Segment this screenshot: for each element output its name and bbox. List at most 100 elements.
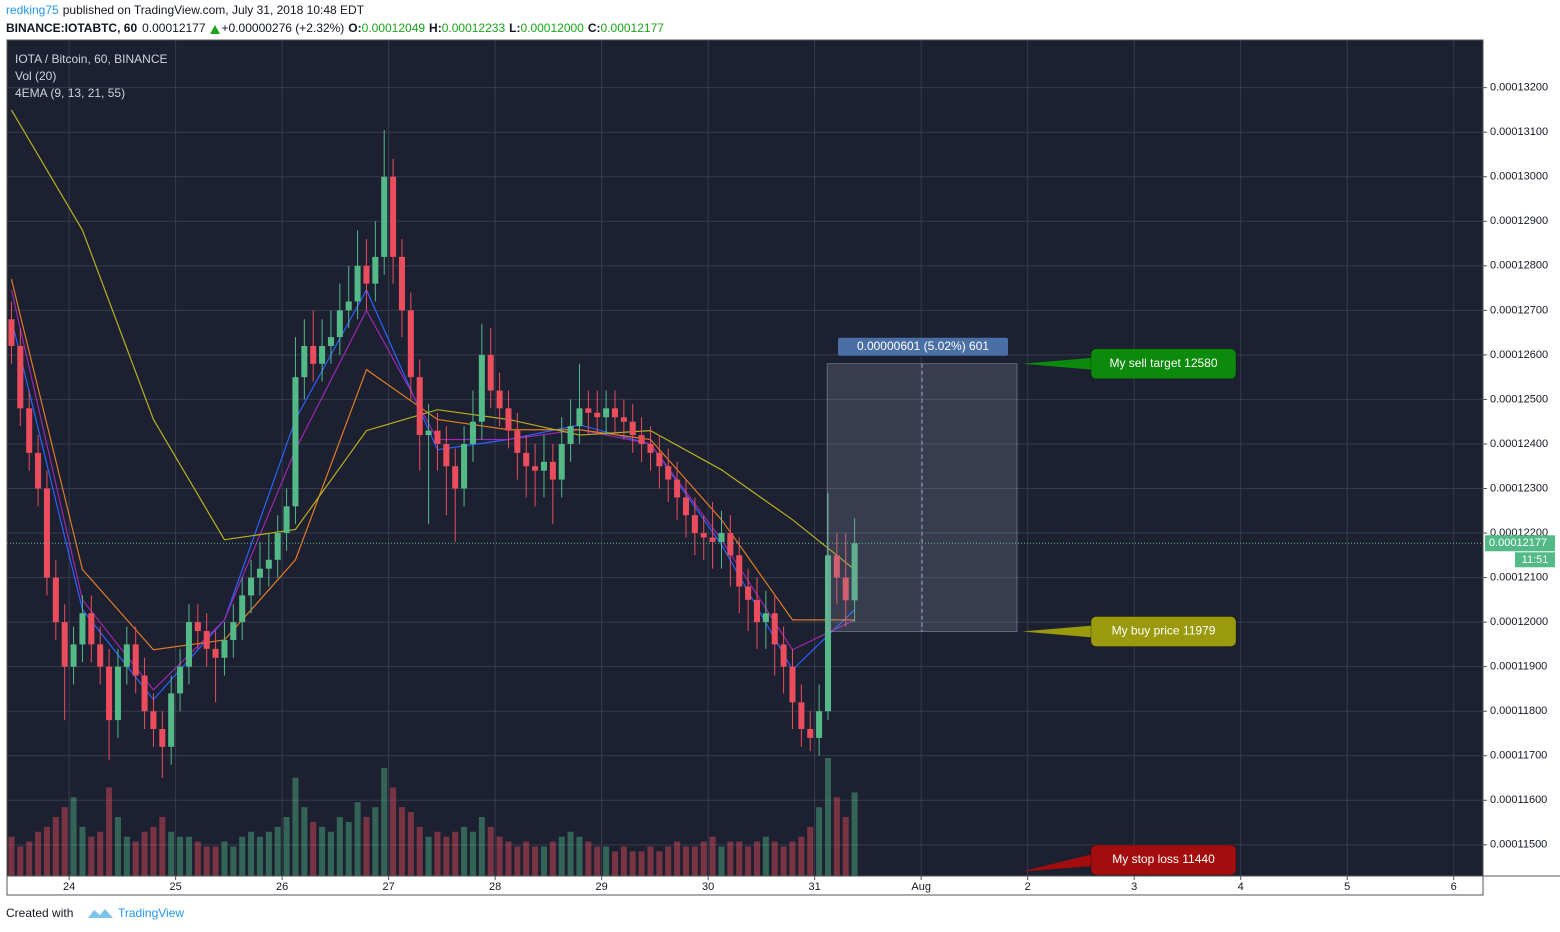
volume-bar [585, 841, 592, 876]
volume-bar [283, 817, 290, 876]
volume-bar [567, 831, 574, 876]
candle-body [141, 675, 148, 712]
candle-body [842, 577, 849, 601]
volume-bar [106, 787, 113, 876]
volume-bar [523, 841, 530, 876]
candle-body [434, 430, 441, 444]
change: +0.00000276 (+2.32%) [222, 21, 345, 35]
o-label: O: [348, 21, 361, 35]
candle-body [106, 666, 113, 721]
candle-body [363, 265, 370, 284]
l-value: 0.00012000 [520, 21, 584, 35]
candle-body [736, 555, 743, 587]
candle-body [230, 622, 237, 640]
volume-bar [594, 846, 601, 876]
candle-body [390, 176, 397, 257]
candle-body [17, 345, 24, 409]
candle-body [319, 345, 326, 364]
volume-bar [274, 826, 281, 876]
callout-tail [1022, 625, 1093, 638]
y-tick-label: 0.00012900 [1490, 215, 1548, 227]
x-tick-label: 24 [63, 881, 75, 893]
volume-bar [443, 836, 450, 876]
candle-body [52, 577, 59, 623]
candle-body [70, 644, 77, 667]
volume-bar [540, 846, 547, 876]
header-line: redking75 published on TradingView.com, J… [6, 3, 365, 17]
volume-bar [425, 836, 432, 876]
volume-bar [17, 846, 24, 876]
footer-brand[interactable]: TradingView [118, 906, 184, 920]
candle-body [576, 408, 583, 427]
callout-tail [1022, 854, 1093, 872]
volume-bar [26, 841, 33, 876]
candle-body [26, 408, 33, 453]
candle-body [185, 622, 192, 667]
candle-body [833, 555, 840, 578]
candle-body [43, 488, 50, 578]
legend-title: IOTA / Bitcoin, 60, BINANCE [15, 52, 168, 66]
c-label: C: [588, 21, 601, 35]
candle-body [807, 729, 814, 738]
logo [88, 909, 113, 918]
volume-bar [452, 831, 459, 876]
candle-body [88, 613, 95, 645]
candle-body [35, 452, 42, 489]
h-label: H: [429, 21, 442, 35]
x-tick-label: 30 [702, 881, 714, 893]
candle-body [398, 256, 405, 311]
last-price-label: 0.00012177 [1489, 537, 1547, 549]
candle-body [558, 443, 565, 480]
volume-bar [212, 846, 219, 876]
candle-body [540, 461, 547, 471]
volume-bar [549, 841, 556, 876]
x-tick-label: 25 [170, 881, 182, 893]
candle-body [212, 648, 219, 658]
volume-bar [807, 826, 814, 876]
c-value: 0.00012177 [601, 21, 665, 35]
candle-body [61, 622, 68, 667]
candle-body [665, 466, 672, 480]
x-tick-label: 2 [1025, 881, 1031, 893]
x-tick-label: 3 [1131, 881, 1137, 893]
y-tick-label: 0.00013200 [1490, 82, 1548, 94]
volume-bar [833, 797, 840, 876]
candle-body [505, 408, 512, 431]
volume-bar [736, 841, 743, 876]
candle-body [416, 377, 423, 436]
volume-bar [203, 846, 210, 876]
x-tick-label: 29 [596, 881, 608, 893]
candle-body [718, 533, 725, 542]
x-tick-label: 27 [383, 881, 395, 893]
candle-body [674, 479, 681, 498]
volume-bar [177, 836, 184, 876]
y-tick-label: 0.00012800 [1490, 260, 1548, 272]
volume-bar [505, 841, 512, 876]
volume-bar [656, 851, 663, 876]
legend-volume: Vol (20) [15, 69, 56, 83]
volume-bar [292, 777, 299, 876]
volume-bar [141, 831, 148, 876]
candle-body [603, 408, 610, 418]
candle-body [372, 256, 379, 284]
volume-bar [611, 851, 618, 876]
volume-bar [398, 807, 405, 876]
candle-body [132, 644, 139, 676]
volume-bar [469, 831, 476, 876]
volume-bar [416, 826, 423, 876]
x-tick-label: 31 [809, 881, 821, 893]
candle-body [851, 543, 858, 601]
volume-bar [842, 817, 849, 876]
volume-bar [132, 841, 139, 876]
volume-bar [434, 831, 441, 876]
candle-body [345, 301, 352, 311]
legend-ema: 4EMA (9, 13, 21, 55) [15, 86, 125, 100]
callout-label: My stop loss 11440 [1112, 852, 1215, 866]
symbol-line: BINANCE:IOTABTC, 60 0.00012177 +0.00000276… [6, 21, 664, 35]
volume-bar [576, 836, 583, 876]
volume-bar [150, 826, 157, 876]
volume-bar [319, 826, 326, 876]
volume-bar [638, 851, 645, 876]
candle-body [8, 319, 15, 346]
